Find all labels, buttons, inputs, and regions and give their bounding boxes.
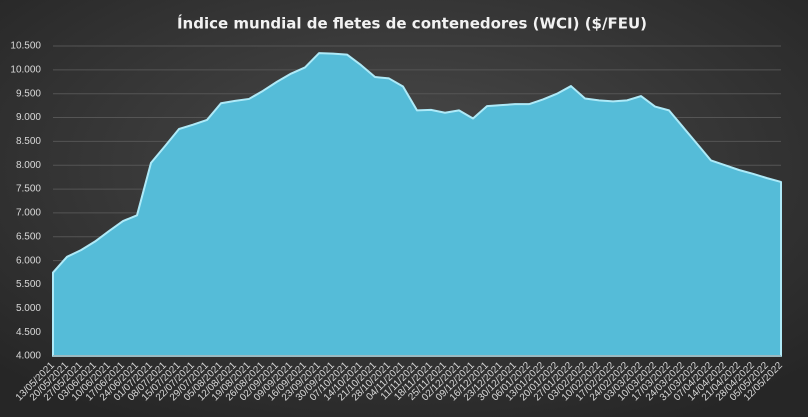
y-tick-label: 10.500 bbox=[10, 41, 41, 52]
y-tick-label: 9.000 bbox=[16, 112, 41, 123]
y-tick-label: 8.000 bbox=[16, 160, 41, 171]
y-tick-label: 4.500 bbox=[16, 327, 41, 338]
area bbox=[52, 52, 782, 357]
y-tick-label: 7.000 bbox=[16, 208, 41, 219]
chart-title: Índice mundial de fletes de contenedores… bbox=[177, 14, 647, 33]
y-tick-label: 6.500 bbox=[16, 231, 41, 242]
y-tick-label: 4.000 bbox=[16, 351, 41, 362]
y-tick-label: 9.500 bbox=[16, 88, 41, 99]
y-tick-label: 5.000 bbox=[16, 303, 41, 314]
y-tick-label: 7.500 bbox=[16, 184, 41, 195]
y-tick-label: 5.500 bbox=[16, 279, 41, 290]
y-tick-label: 8.500 bbox=[16, 136, 41, 147]
y-tick-label: 10.000 bbox=[10, 64, 41, 75]
y-tick-label: 6.000 bbox=[16, 255, 41, 266]
